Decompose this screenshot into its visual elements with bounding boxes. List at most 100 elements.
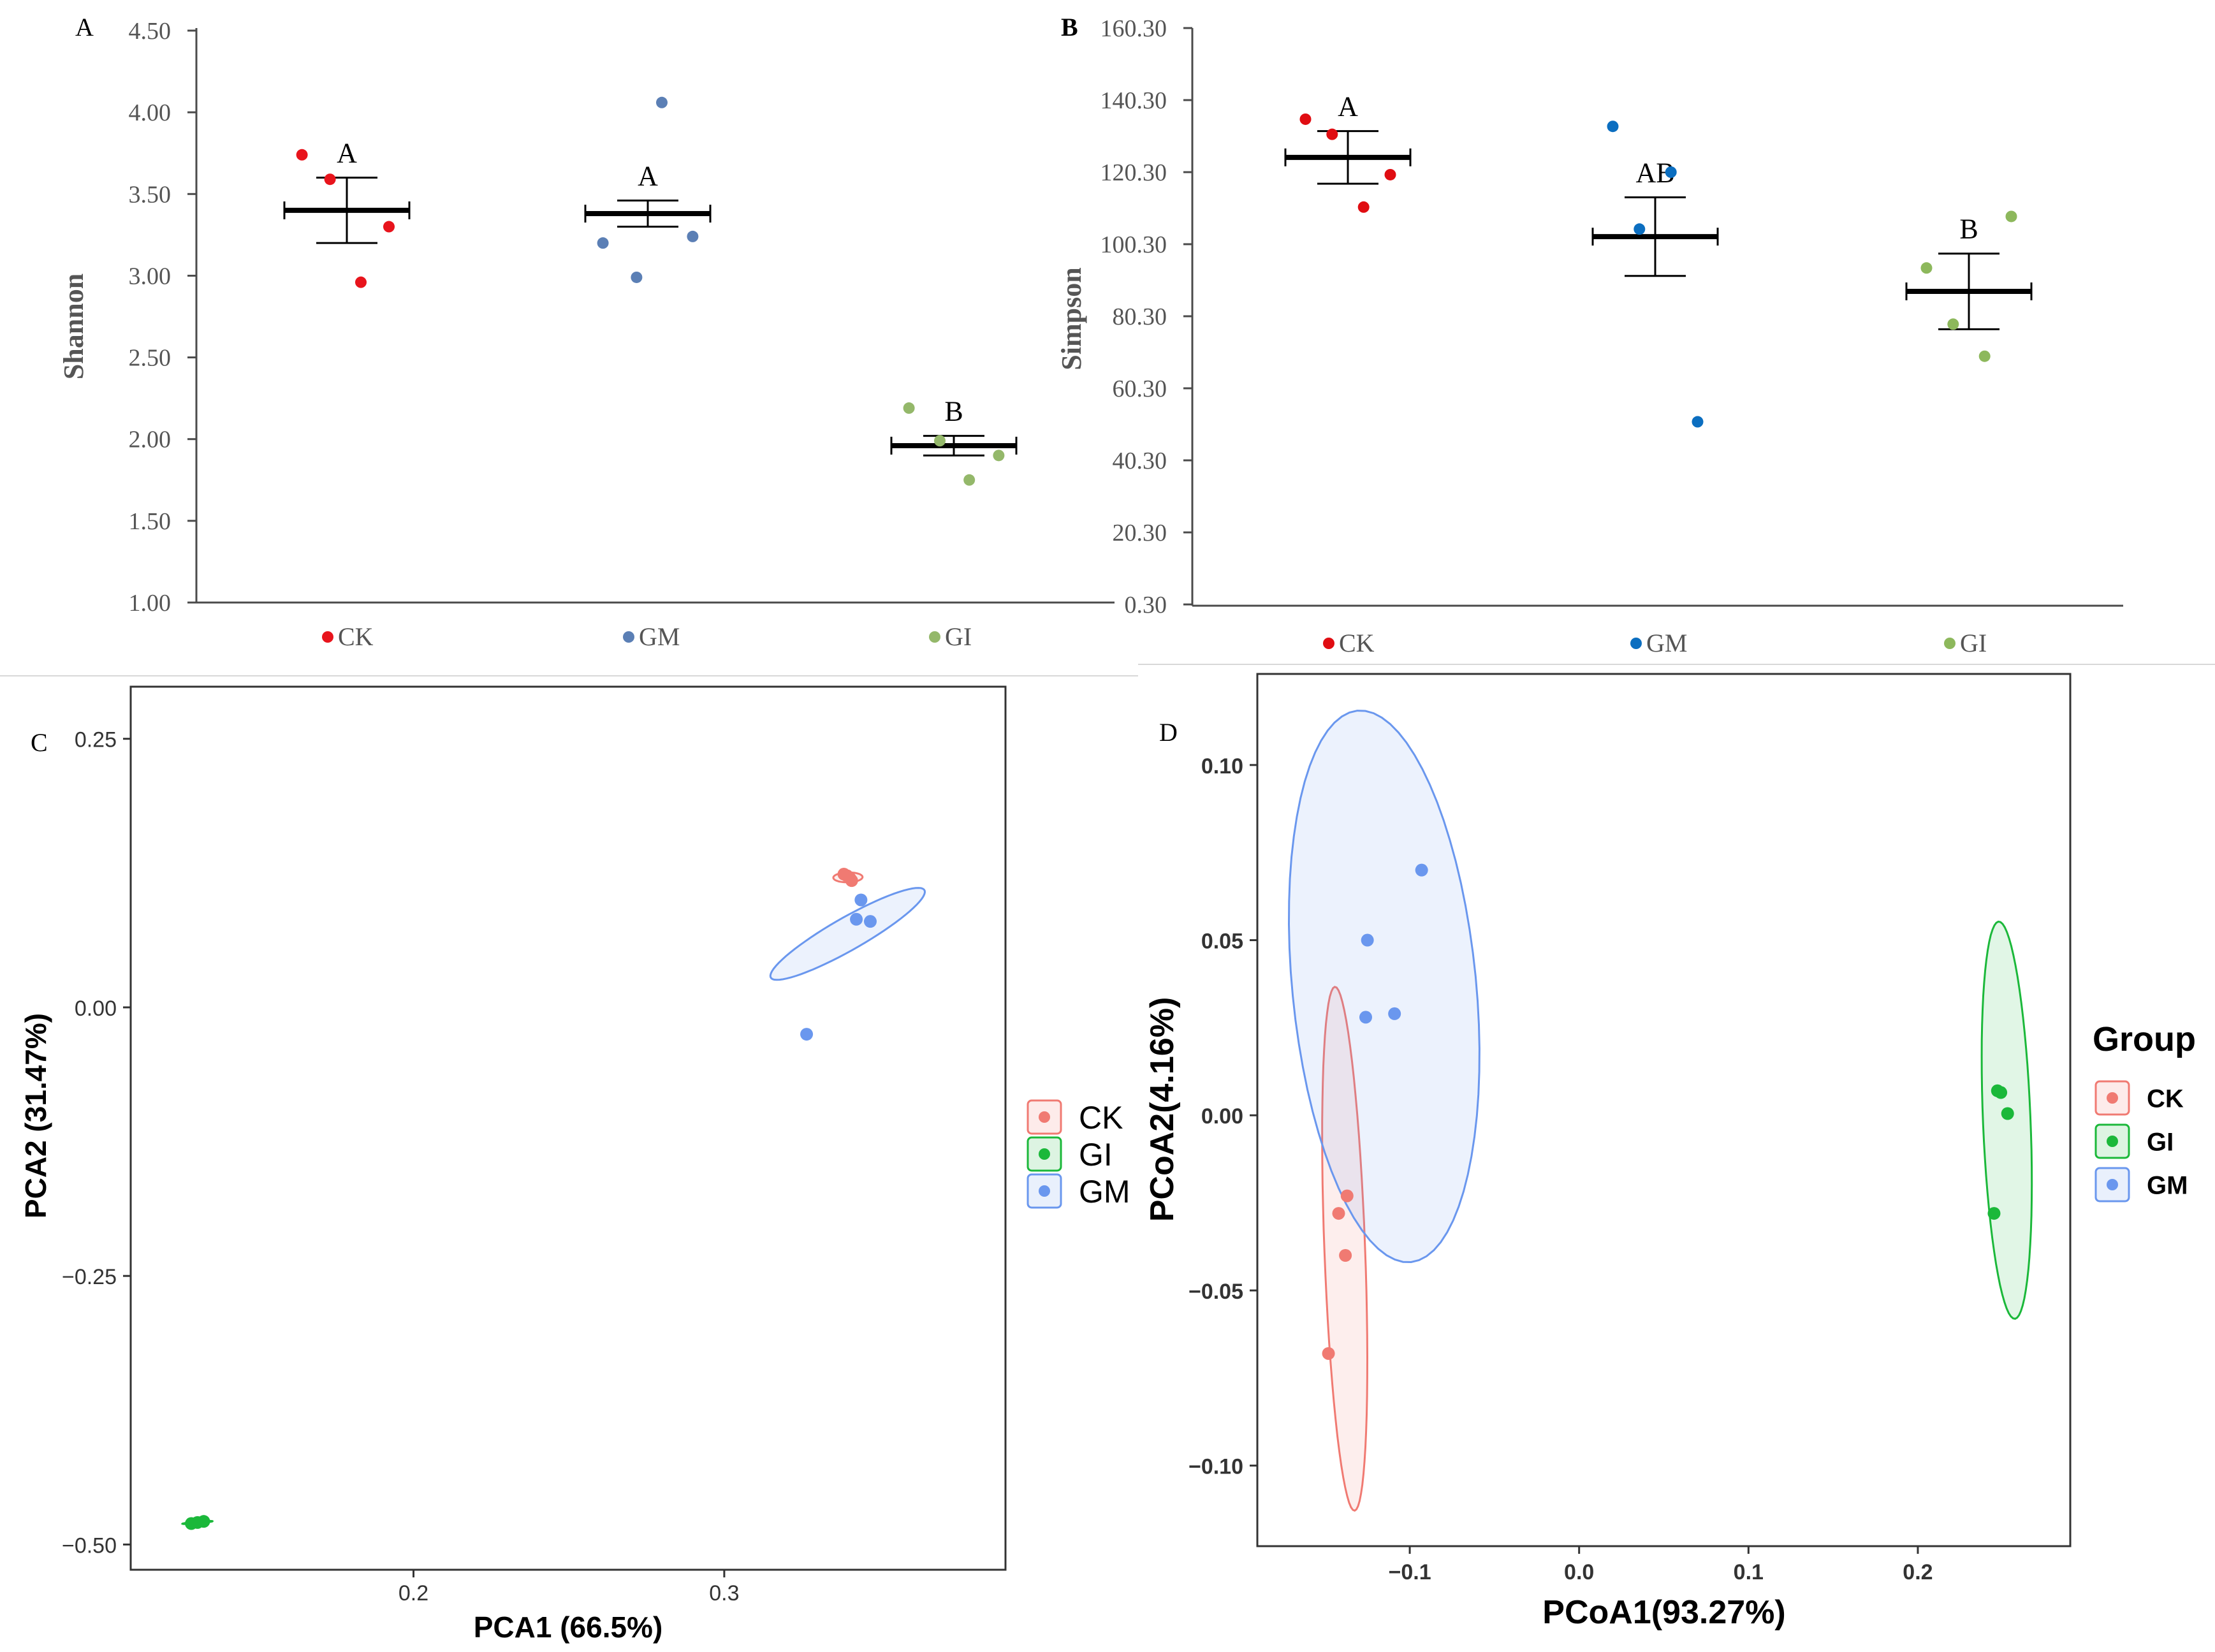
d-legend-title: Group	[2093, 1020, 2196, 1058]
a-legend-label-gi: GI	[945, 622, 972, 651]
d-point-gi	[1987, 1207, 2001, 1220]
a-point-ck	[355, 276, 367, 288]
d-point-gm	[1361, 933, 1374, 947]
c-legend-label-gi: GI	[1079, 1137, 1113, 1173]
a-y-axis-title: Shannon	[58, 274, 89, 379]
b-y-tick-label: 120.30	[1100, 159, 1167, 186]
b-point-gm	[1692, 416, 1704, 428]
b-point-gm	[1607, 121, 1619, 133]
d-point-ck	[1339, 1249, 1352, 1262]
a-significance-letter-ck: A	[337, 138, 357, 169]
b-point-gi	[2005, 210, 2017, 223]
d-y-axis-title: PCoA2(4.16%)	[1144, 997, 1181, 1222]
b-y-tick-label: 100.30	[1100, 231, 1167, 258]
b-point-ck	[1326, 128, 1338, 140]
c-point-gm	[863, 915, 877, 928]
a-y-tick-label: 4.00	[129, 99, 172, 126]
c-y-tick-label: 0.25	[75, 728, 117, 752]
a-significance-letter-gi: B	[944, 396, 963, 427]
b-point-gi	[1920, 262, 1933, 274]
panel-label-d: D	[1159, 718, 1178, 747]
b-point-gi	[1978, 350, 1991, 362]
b-point-gm	[1665, 166, 1677, 178]
panel-a-shannon: A Shannon 1.00 1.50 2.00 2.50 3.00 3.50 4.00 4.…	[58, 13, 1115, 651]
b-y-tick-label: 140.30	[1100, 87, 1167, 114]
c-x-tick-label: 0.3	[709, 1581, 739, 1605]
c-point-gm	[800, 1028, 814, 1041]
d-legend-marker-gi	[2107, 1136, 2118, 1147]
d-plot-frame	[1256, 673, 2072, 1547]
b-point-ck	[1357, 201, 1370, 213]
a-point-ck	[324, 173, 336, 186]
c-legend-marker-gm	[1039, 1185, 1050, 1197]
b-point-ck	[1299, 113, 1312, 125]
b-significance-letter-gi: B	[1959, 214, 1978, 245]
b-legend-marker-ck	[1323, 638, 1334, 649]
a-y-tick-label: 1.50	[129, 508, 172, 535]
a-point-gm	[597, 237, 609, 249]
d-legend-label-ck: CK	[2147, 1085, 2184, 1113]
b-legend-marker-gm	[1630, 638, 1642, 649]
b-y-tick-label: 40.30	[1113, 448, 1167, 474]
a-y-tick-label: 4.50	[129, 18, 172, 45]
d-point-gm	[1359, 1011, 1372, 1024]
b-y-tick-label: 20.30	[1113, 520, 1167, 546]
b-point-gm	[1634, 223, 1646, 235]
c-legend-marker-gi	[1039, 1148, 1050, 1160]
d-ellipse-ck	[1321, 986, 1369, 1512]
a-legend-marker-gi	[929, 631, 940, 643]
d-y-tick-label: 0.05	[1201, 930, 1243, 954]
d-x-axis-title: PCoA1(93.27%)	[1542, 1594, 1785, 1631]
d-y-tick-label: 0.10	[1201, 754, 1243, 778]
d-legend-marker-ck	[2107, 1092, 2118, 1104]
c-y-tick-label: −0.25	[62, 1265, 117, 1289]
d-legend-label-gm: GM	[2147, 1171, 2188, 1199]
b-y-tick-label: 80.30	[1113, 303, 1167, 330]
d-point-gi	[1994, 1086, 2008, 1099]
a-legend-marker-ck	[322, 631, 333, 643]
a-point-gm	[631, 271, 643, 283]
c-legend-label-ck: CK	[1079, 1100, 1123, 1136]
d-x-tick-label: 0.0	[1564, 1560, 1594, 1584]
d-x-tick-label: −0.1	[1389, 1560, 1431, 1584]
a-y-tick-label: 2.00	[129, 427, 172, 453]
b-y-tick-label: 0.30	[1125, 592, 1167, 618]
a-y-tick-label: 3.50	[129, 181, 172, 208]
b-legend-label-ck: CK	[1339, 629, 1375, 657]
panel-d-pcoa: D PCoA1(93.27%) PCoA2(4.16%) Group −0.1 0…	[1144, 673, 2196, 1631]
d-legend-label-gi: GI	[2147, 1128, 2174, 1156]
b-legend-marker-gi	[1944, 638, 1955, 649]
c-point-gi	[197, 1515, 210, 1528]
panel-label-c: C	[31, 728, 48, 757]
d-point-ck	[1332, 1207, 1345, 1220]
c-ellipse-gm	[769, 887, 926, 981]
a-point-gm	[687, 230, 699, 242]
b-y-tick-label: 60.30	[1113, 376, 1167, 402]
d-y-tick-label: −0.10	[1188, 1455, 1243, 1479]
c-point-gm	[850, 912, 863, 926]
d-ellipse-gi	[1980, 920, 2033, 1320]
c-legend-marker-ck	[1039, 1111, 1050, 1123]
panel-label-a: A	[75, 13, 94, 41]
a-point-gi	[963, 474, 976, 486]
d-legend-marker-gm	[2107, 1179, 2118, 1190]
a-point-gi	[993, 450, 1005, 462]
d-ellipse-gm	[1287, 710, 1480, 1264]
d-y-tick-label: −0.05	[1188, 1280, 1243, 1304]
a-y-tick-label: 2.50	[129, 345, 172, 372]
a-legend-label-gm: GM	[639, 622, 680, 651]
panel-b-simpson: B Simpson 0.30 20.30 40.30 60.30 80.30 100.30…	[1056, 13, 2123, 657]
d-point-ck	[1322, 1347, 1335, 1360]
a-point-gi	[903, 402, 915, 414]
c-y-tick-label: −0.50	[62, 1533, 117, 1558]
c-point-ck	[845, 874, 858, 888]
panel-c-pca: C PCA1 (66.5%) PCA2 (31.47%) 0.2 0.3 0.25 0…	[19, 685, 1130, 1644]
a-y-tick-label: 3.00	[129, 263, 172, 289]
b-y-tick-label: 160.30	[1100, 15, 1167, 42]
c-legend-label-gm: GM	[1079, 1174, 1130, 1210]
d-point-gi	[2001, 1107, 2014, 1120]
d-point-ck	[1340, 1189, 1354, 1202]
d-x-tick-label: 0.2	[1903, 1560, 1933, 1584]
b-significance-letter-ck: A	[1338, 91, 1358, 122]
